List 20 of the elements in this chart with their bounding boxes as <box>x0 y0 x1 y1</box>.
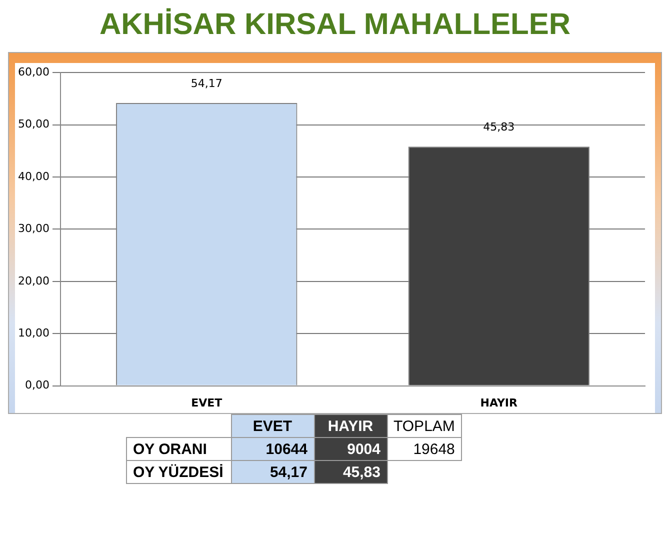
y-tick-label: 0,00 <box>24 378 50 392</box>
text: OY YÜZDESİ <box>126 460 231 484</box>
y-tick-label: 10,00 <box>18 326 50 340</box>
text: 54,17 <box>190 77 222 90</box>
y-tick-label: 30,00 <box>18 222 50 236</box>
text: OY ORANI <box>126 438 231 460</box>
text: TOPLAM <box>387 414 462 438</box>
text: 45,83 <box>483 120 515 134</box>
y-tick-label: 60,00 <box>18 65 50 78</box>
y-tick-label: 20,00 <box>18 274 50 288</box>
text: 9004 <box>314 438 387 460</box>
category-label: EVET <box>252 418 292 434</box>
text: 10644 <box>231 438 314 460</box>
data-label: 45,83 <box>314 460 387 484</box>
chart-title: AKHİSAR KIRSAL MAHALLELER <box>98 8 572 43</box>
y-tick-label: 40,00 <box>18 170 50 183</box>
category-label: HAYIR <box>328 418 374 434</box>
y-tick-label: 50,00 <box>18 118 50 131</box>
data-label: 54,17 <box>231 460 314 484</box>
text: 19648 <box>387 438 462 460</box>
